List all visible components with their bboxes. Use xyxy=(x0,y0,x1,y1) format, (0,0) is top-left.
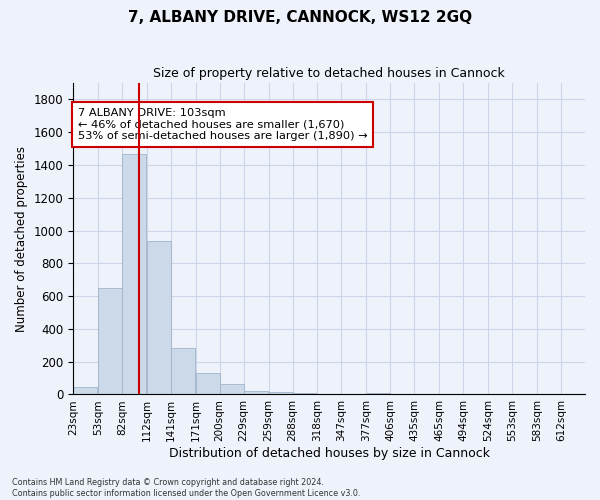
Bar xyxy=(220,384,244,394)
Text: 7, ALBANY DRIVE, CANNOCK, WS12 2GQ: 7, ALBANY DRIVE, CANNOCK, WS12 2GQ xyxy=(128,10,472,25)
Bar xyxy=(269,392,293,394)
Text: Contains HM Land Registry data © Crown copyright and database right 2024.
Contai: Contains HM Land Registry data © Crown c… xyxy=(12,478,361,498)
Bar xyxy=(98,288,122,395)
X-axis label: Distribution of detached houses by size in Cannock: Distribution of detached houses by size … xyxy=(169,447,490,460)
Bar xyxy=(73,387,97,394)
Title: Size of property relative to detached houses in Cannock: Size of property relative to detached ho… xyxy=(153,68,505,80)
Text: 7 ALBANY DRIVE: 103sqm
← 46% of detached houses are smaller (1,670)
53% of semi-: 7 ALBANY DRIVE: 103sqm ← 46% of detached… xyxy=(78,108,368,141)
Bar xyxy=(244,391,268,394)
Y-axis label: Number of detached properties: Number of detached properties xyxy=(15,146,28,332)
Bar xyxy=(171,348,195,395)
Bar xyxy=(366,393,391,394)
Bar xyxy=(122,154,146,394)
Bar xyxy=(196,373,220,394)
Bar xyxy=(147,241,171,394)
